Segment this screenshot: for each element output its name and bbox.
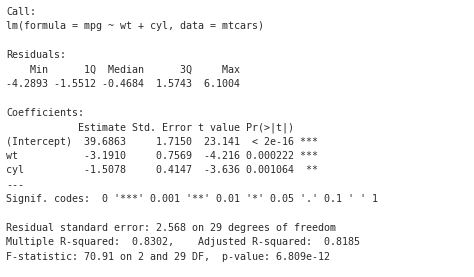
Text: Signif. codes:  0 '***' 0.001 '**' 0.01 '*' 0.05 '.' 0.1 ' ' 1: Signif. codes: 0 '***' 0.001 '**' 0.01 '…: [6, 194, 378, 204]
Text: Residuals:: Residuals:: [6, 50, 66, 60]
Text: Coefficients:: Coefficients:: [6, 108, 84, 118]
Text: cyl          -1.5078     0.4147  -3.636 0.001064  **: cyl -1.5078 0.4147 -3.636 0.001064 **: [6, 165, 318, 175]
Text: Estimate Std. Error t value Pr(>|t|): Estimate Std. Error t value Pr(>|t|): [6, 122, 318, 133]
Text: Residual standard error: 2.568 on 29 degrees of freedom: Residual standard error: 2.568 on 29 deg…: [6, 223, 336, 233]
Text: Call:: Call:: [6, 7, 36, 17]
Text: lm(formula = mpg ~ wt + cyl, data = mtcars): lm(formula = mpg ~ wt + cyl, data = mtca…: [6, 21, 264, 31]
Text: Multiple R-squared:  0.8302,    Adjusted R-squared:  0.8185: Multiple R-squared: 0.8302, Adjusted R-s…: [6, 237, 360, 247]
Text: ---: ---: [6, 180, 24, 190]
Text: -4.2893 -1.5512 -0.4684  1.5743  6.1004: -4.2893 -1.5512 -0.4684 1.5743 6.1004: [6, 79, 240, 89]
Text: wt           -3.1910     0.7569  -4.216 0.000222 ***: wt -3.1910 0.7569 -4.216 0.000222 ***: [6, 151, 318, 161]
Text: (Intercept)  39.6863     1.7150  23.141  < 2e-16 ***: (Intercept) 39.6863 1.7150 23.141 < 2e-1…: [6, 137, 318, 147]
Text: F-statistic: 70.91 on 2 and 29 DF,  p-value: 6.809e-12: F-statistic: 70.91 on 2 and 29 DF, p-val…: [6, 252, 330, 262]
Text: Min      1Q  Median      3Q     Max: Min 1Q Median 3Q Max: [6, 65, 240, 75]
